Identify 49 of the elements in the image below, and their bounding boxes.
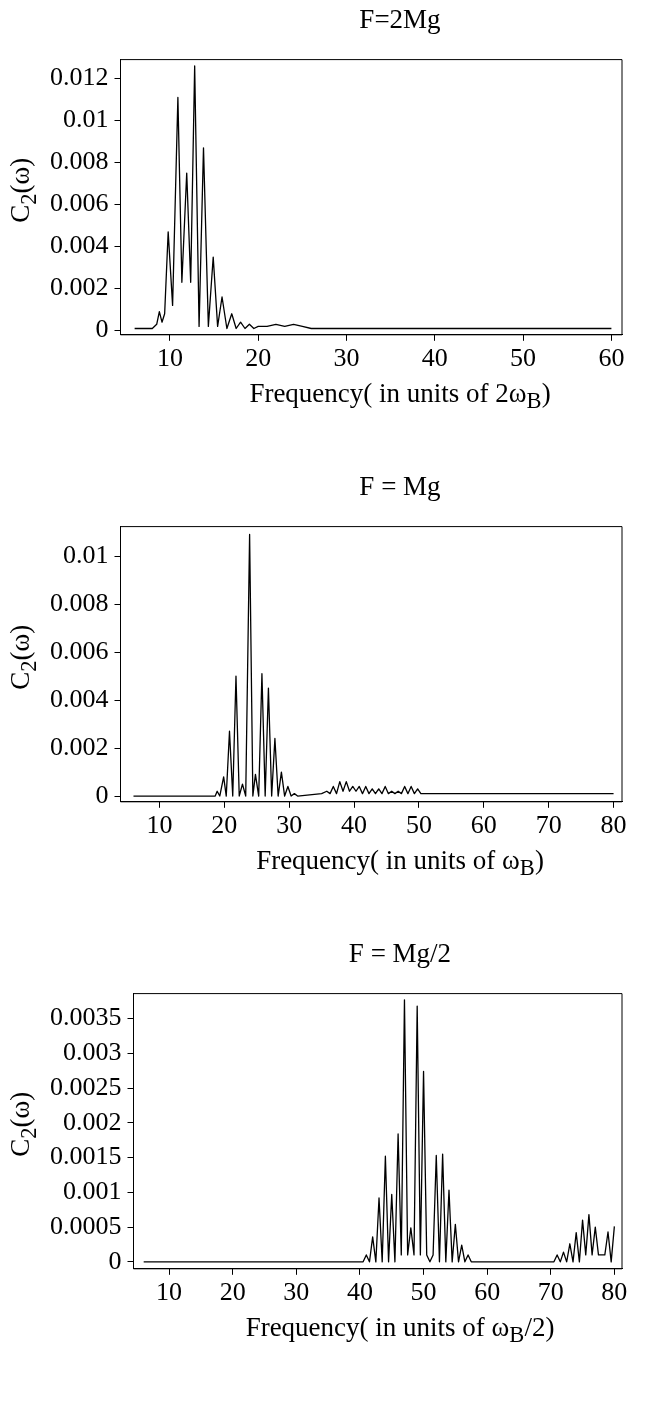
y-tick-label: 0.01 — [63, 104, 109, 134]
chart-title: F = Mg — [358, 471, 442, 502]
y-tick-label: 0.008 — [50, 587, 109, 617]
x-tick-label: 30 — [276, 810, 303, 840]
y-tick-label: 0.008 — [50, 146, 109, 176]
chart-title: F = Mg/2 — [347, 938, 453, 969]
x-tick-label: 20 — [219, 1277, 246, 1307]
x-tick-label: 50 — [410, 1277, 437, 1307]
x-tick-label: 10 — [156, 1277, 183, 1307]
x-tick-label: 40 — [341, 810, 368, 840]
y-tick-label: 0.0025 — [50, 1071, 122, 1101]
x-tick-label: 80 — [600, 810, 627, 840]
y-tick-label: 0.012 — [50, 62, 109, 92]
y-tick-label: 0.003 — [63, 1037, 122, 1067]
y-tick-label: 0.0035 — [50, 1002, 122, 1032]
y-tick-label: 0.002 — [50, 731, 109, 761]
x-tick-label: 60 — [598, 343, 625, 373]
x-tick-label: 50 — [510, 343, 537, 373]
x-axis-title: Frequency( in units of 2ω$_{B}$) — [248, 378, 552, 415]
x-tick-label: 80 — [601, 1277, 628, 1307]
y-tick-label: 0.006 — [50, 635, 109, 665]
x-tick-label: 70 — [537, 1277, 564, 1307]
x-tick-label: 30 — [283, 1277, 310, 1307]
x-axis-title: Frequency( in units of ω$_{B}$/2) — [244, 1312, 556, 1349]
x-tick-label: 60 — [470, 810, 497, 840]
x-tick-label: 50 — [405, 810, 432, 840]
y-tick-label: 0.0005 — [50, 1210, 122, 1240]
x-axis-title: Frequency( in units of ω$_{B}$) — [255, 845, 545, 882]
x-tick-label: 20 — [211, 810, 238, 840]
y-tick-label: 0.002 — [50, 272, 109, 302]
y-tick-label: 0.0015 — [50, 1141, 122, 1171]
y-tick-label: 0.001 — [63, 1176, 122, 1206]
x-tick-label: 60 — [474, 1277, 501, 1307]
y-tick-label: 0.004 — [50, 683, 109, 713]
y-tick-label: 0.01 — [63, 539, 109, 569]
y-tick-label: 0.004 — [50, 230, 109, 260]
y-tick-label: 0 — [95, 314, 109, 344]
chart-title: F=2Mg — [358, 4, 442, 35]
x-tick-label: 10 — [156, 343, 183, 373]
x-tick-label: 40 — [421, 343, 448, 373]
y-tick-label: 0.002 — [63, 1106, 122, 1136]
x-tick-label: 20 — [245, 343, 272, 373]
x-tick-label: 30 — [333, 343, 360, 373]
x-tick-label: 40 — [346, 1277, 373, 1307]
y-tick-label: 0.006 — [50, 188, 109, 218]
y-tick-label: 0 — [95, 779, 109, 809]
x-tick-label: 10 — [146, 810, 173, 840]
x-tick-label: 70 — [535, 810, 562, 840]
y-tick-label: 0 — [108, 1245, 122, 1275]
